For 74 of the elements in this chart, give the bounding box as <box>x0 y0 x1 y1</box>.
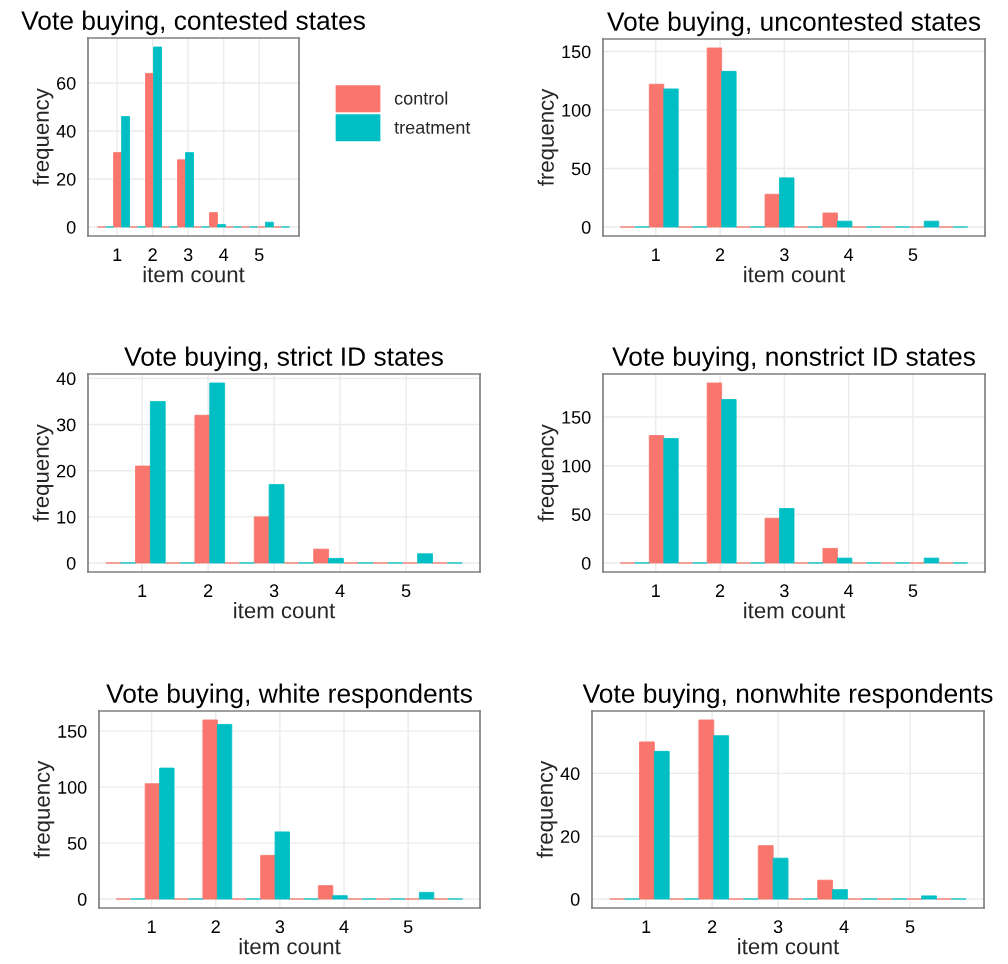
x-axis-title: item count <box>143 266 245 283</box>
chart-title: Vote buying, strict ID states <box>124 346 443 372</box>
x-tick-label: 3 <box>773 920 783 934</box>
chart-title: Vote buying, nonstrict ID states <box>612 346 975 372</box>
y-tick-label: 100 <box>562 103 591 117</box>
y-tick-label: 50 <box>67 837 87 850</box>
x-tick-label: 2 <box>715 584 725 597</box>
chart-title: Vote buying, uncontested states <box>607 11 981 37</box>
y-tick-label: 150 <box>562 410 591 424</box>
y-tick-label: 0 <box>581 220 591 234</box>
legend-label: treatment <box>394 121 471 134</box>
y-tick-label: 0 <box>581 556 591 570</box>
x-tick-label: 4 <box>844 248 854 261</box>
x-axis-title: item count <box>738 938 840 955</box>
chart-title: Vote buying, white respondents <box>106 683 472 709</box>
y-tick-label: 50 <box>571 508 591 522</box>
y-tick-label: 20 <box>57 464 76 478</box>
y-tick-label: 60 <box>57 76 76 90</box>
x-tick-label: 3 <box>275 920 285 934</box>
y-tick-label: 30 <box>56 418 76 432</box>
x-axis-title: item count <box>234 602 336 619</box>
x-tick-label: 4 <box>844 584 854 597</box>
x-tick-label: 3 <box>183 248 193 262</box>
x-axis-title: item count <box>239 938 341 955</box>
x-tick-label: 1 <box>147 920 156 933</box>
y-tick-label: 40 <box>56 372 76 386</box>
y-tick-label: 20 <box>561 830 580 843</box>
y-tick-label: 10 <box>57 510 76 524</box>
y-axis-title: frequency <box>537 424 559 522</box>
x-tick-label: 1 <box>652 248 660 261</box>
x-tick-label: 4 <box>339 920 349 933</box>
x-tick-label: 4 <box>219 248 229 261</box>
y-tick-label: 100 <box>58 781 87 794</box>
x-tick-label: 2 <box>211 920 220 933</box>
y-tick-label: 40 <box>56 124 76 138</box>
legend-label: control <box>394 91 448 105</box>
x-tick-label: 1 <box>113 248 122 261</box>
x-tick-label: 5 <box>908 584 918 598</box>
x-tick-label: 5 <box>401 584 411 598</box>
x-tick-label: 1 <box>138 584 147 597</box>
y-tick-label: 100 <box>562 459 591 473</box>
y-axis-title: frequency <box>32 88 54 186</box>
y-tick-label: 0 <box>77 892 87 906</box>
y-axis-title: frequency <box>537 88 559 186</box>
y-tick-label: 40 <box>560 767 580 781</box>
x-tick-label: 4 <box>335 584 345 597</box>
x-tick-label: 2 <box>715 248 725 261</box>
x-tick-label: 3 <box>780 584 789 598</box>
chart-title: Vote buying, nonwhite respondents <box>582 683 993 709</box>
x-axis-title: item count <box>744 266 846 283</box>
y-tick-label: 0 <box>570 892 580 906</box>
x-tick-label: 3 <box>780 248 789 262</box>
y-tick-label: 0 <box>66 556 76 570</box>
x-axis-title: item count <box>744 602 846 619</box>
x-tick-label: 2 <box>148 248 157 261</box>
y-tick-label: 150 <box>58 725 87 738</box>
x-tick-label: 5 <box>905 920 915 934</box>
x-tick-label: 2 <box>204 584 213 597</box>
x-tick-label: 1 <box>642 920 651 933</box>
y-tick-label: 50 <box>571 162 591 176</box>
x-tick-label: 5 <box>403 920 413 934</box>
y-tick-label: 20 <box>57 172 76 186</box>
y-axis-title: frequency <box>32 424 54 522</box>
y-axis-title: frequency <box>536 760 558 858</box>
x-tick-label: 2 <box>708 920 717 933</box>
chart-title: Vote buying, contested states <box>21 10 365 36</box>
x-tick-label: 1 <box>652 584 660 597</box>
x-tick-label: 4 <box>839 920 849 933</box>
y-tick-label: 150 <box>562 45 591 59</box>
y-tick-label: 0 <box>66 220 76 234</box>
x-tick-label: 3 <box>269 584 279 598</box>
y-axis-title: frequency <box>33 760 55 858</box>
x-tick-label: 5 <box>254 248 264 262</box>
x-tick-label: 5 <box>908 248 918 262</box>
